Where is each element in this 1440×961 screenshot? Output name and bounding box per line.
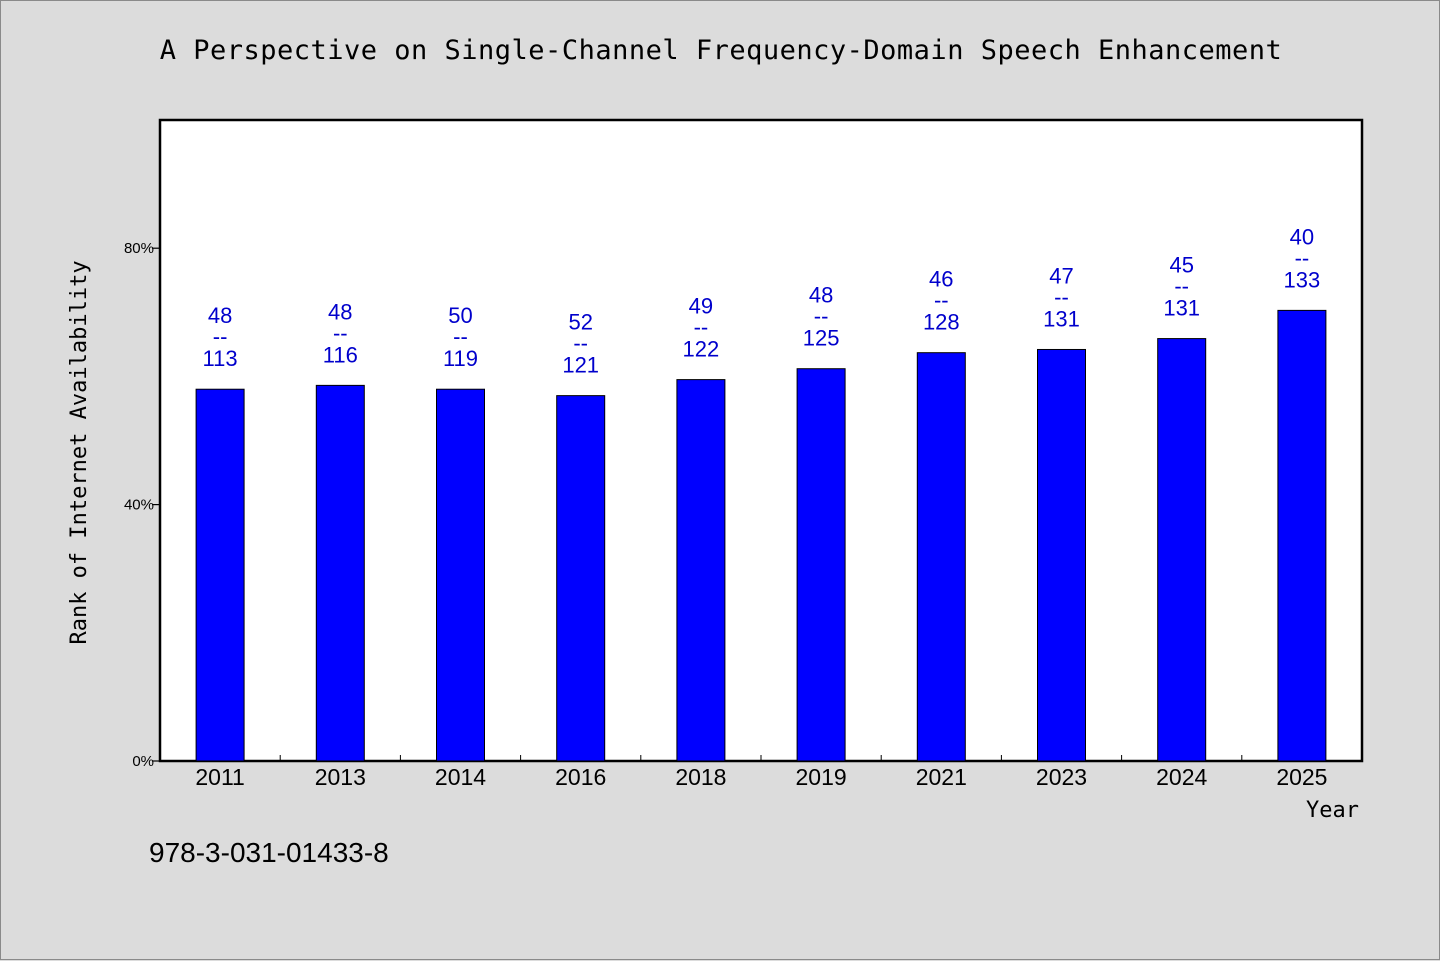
- data-label-sep-2019: --: [814, 304, 829, 329]
- y-tick-label: 80%: [124, 240, 154, 257]
- x-tick-label-2018: 2018: [675, 764, 726, 790]
- data-label-top-2019: 48: [809, 283, 833, 308]
- x-tick-label-2011: 2011: [195, 764, 244, 790]
- x-tick-label-2023: 2023: [1036, 764, 1087, 790]
- data-label-bottom-2013: 116: [323, 342, 358, 367]
- data-label-bottom-2014: 119: [443, 346, 478, 371]
- x-tick-label-2025: 2025: [1276, 764, 1327, 790]
- bar-2023: [1037, 348, 1086, 762]
- data-label-sep-2025: --: [1295, 245, 1310, 270]
- data-label-top-2014: 50: [448, 303, 472, 328]
- data-label-bottom-2016: 121: [562, 353, 599, 378]
- x-tick-label-2014: 2014: [435, 764, 486, 790]
- x-tick-label-2024: 2024: [1156, 764, 1207, 790]
- data-label-sep-2018: --: [694, 315, 709, 340]
- data-label-sep-2011: --: [213, 324, 228, 349]
- bar-2013: [315, 384, 365, 762]
- x-tick-label-2021: 2021: [916, 764, 967, 790]
- data-label-top-2021: 46: [929, 267, 953, 292]
- bar-2016: [556, 395, 606, 762]
- bar-2019: [796, 368, 846, 762]
- isbn-label: 978-3-031-01433-8: [149, 837, 389, 868]
- data-label-bottom-2011: 113: [203, 346, 238, 371]
- data-label-sep-2016: --: [573, 331, 588, 356]
- x-tick-label-2013: 2013: [315, 764, 366, 790]
- bar-2025: [1277, 309, 1327, 762]
- data-label-bottom-2025: 133: [1284, 267, 1321, 292]
- bar-2011: [195, 388, 245, 762]
- data-label-sep-2021: --: [934, 288, 949, 313]
- bar-2014: [436, 388, 485, 762]
- y-axis-title: Rank of Internet Availability: [67, 260, 92, 644]
- bar-2018: [676, 379, 726, 762]
- data-label-top-2024: 45: [1169, 253, 1193, 278]
- data-label-top-2011: 48: [208, 303, 232, 328]
- data-label-bottom-2021: 128: [923, 310, 960, 335]
- x-axis-title: Year: [1306, 798, 1359, 823]
- data-label-top-2013: 48: [328, 299, 352, 324]
- data-label-sep-2014: --: [453, 324, 468, 349]
- data-label-bottom-2024: 131: [1163, 296, 1200, 321]
- chart-title: A Perspective on Single-Channel Frequenc…: [159, 35, 1283, 66]
- data-label-top-2016: 52: [568, 310, 592, 335]
- x-tick-label-2016: 2016: [555, 764, 606, 790]
- data-label-top-2018: 49: [689, 294, 713, 319]
- data-label-top-2025: 40: [1290, 224, 1314, 249]
- data-label-sep-2013: --: [333, 320, 348, 345]
- data-label-sep-2024: --: [1174, 274, 1189, 299]
- data-label-top-2023: 47: [1049, 263, 1073, 288]
- data-label-sep-2023: --: [1054, 284, 1069, 309]
- data-label-bottom-2018: 122: [683, 337, 720, 362]
- data-label-bottom-2019: 125: [803, 326, 840, 351]
- x-tick-label-2019: 2019: [796, 764, 847, 790]
- bar-2024: [1157, 338, 1207, 762]
- data-label-bottom-2023: 131: [1043, 306, 1080, 331]
- y-tick-label: 40%: [124, 497, 154, 514]
- y-tick-label: 0%: [132, 753, 154, 770]
- bar-2021: [916, 352, 966, 762]
